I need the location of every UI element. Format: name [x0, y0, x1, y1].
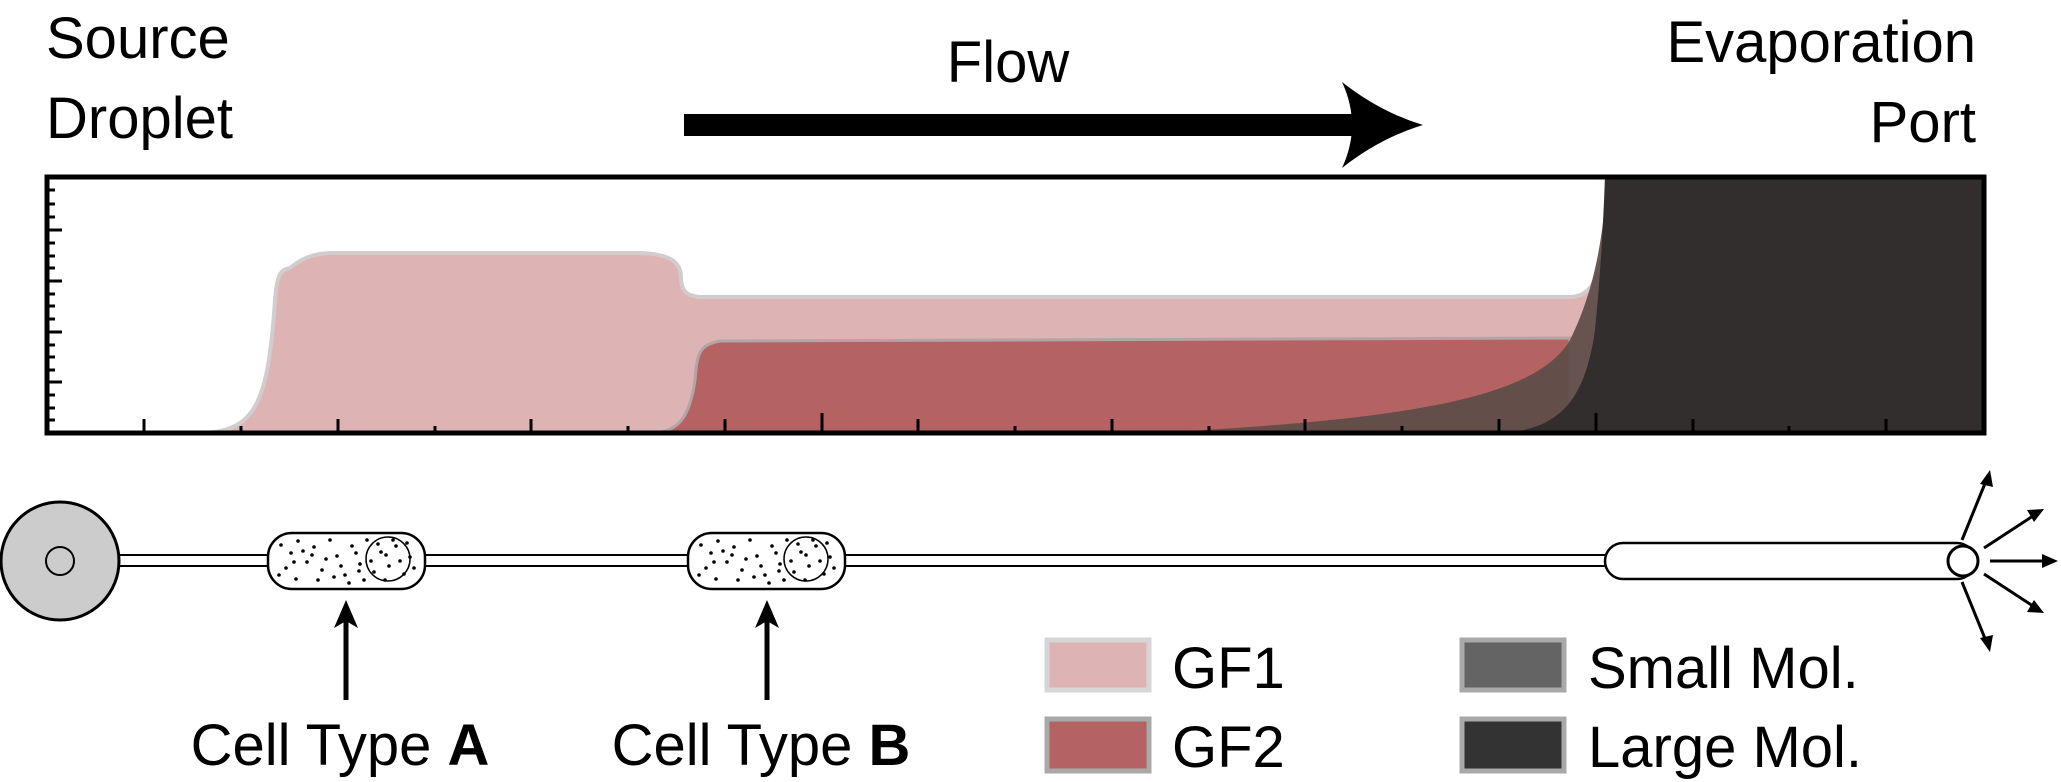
cell-b-particles — [697, 538, 836, 585]
evaporation-port — [1946, 544, 1980, 578]
large-molecule-profile — [1500, 177, 1984, 433]
gf2-profile — [649, 336, 1572, 433]
legend-label-gf1: GF1 — [1172, 636, 1285, 701]
cell-chamber-a — [266, 531, 427, 591]
evaporation-port-label: Evaporation — [1666, 10, 1976, 75]
cell-a-particles — [277, 538, 416, 585]
legend-swatch-small-mol — [1459, 637, 1567, 693]
source-droplet-label-line2: Droplet — [46, 86, 233, 151]
radiating-arrows-icon — [1960, 470, 2058, 652]
cell-chamber-b — [686, 531, 847, 591]
microfluidic-channel — [0, 500, 1980, 622]
concentration-plot — [44, 174, 1987, 436]
plot-ticks — [47, 188, 1888, 433]
evaporation-chamber — [1603, 541, 1977, 581]
up-arrow-icon — [755, 600, 779, 700]
legend-label-gf2: GF2 — [1172, 715, 1285, 780]
cell-type-a-label: Cell Type A — [191, 713, 490, 778]
flow-label: Flow — [947, 30, 1071, 95]
legend: GF1 GF2 Small Mol. Large Mol. — [1044, 636, 1862, 780]
evaporation-port-label-line2: Port — [1870, 90, 1976, 155]
legend-label-large-mol: Large Mol. — [1588, 715, 1862, 780]
legend-swatch-large-mol — [1459, 716, 1567, 774]
up-arrow-icon — [334, 600, 358, 700]
legend-label-small-mol: Small Mol. — [1588, 636, 1859, 701]
droplet-inlet — [45, 546, 75, 576]
cell-type-b-label: Cell Type B — [612, 713, 911, 778]
legend-swatch-gf2 — [1044, 716, 1152, 774]
legend-swatch-gf1 — [1044, 637, 1152, 693]
right-arrow-icon — [684, 82, 1423, 168]
source-droplet-label: Source — [46, 6, 230, 71]
small-molecule-profile — [1150, 177, 1607, 433]
